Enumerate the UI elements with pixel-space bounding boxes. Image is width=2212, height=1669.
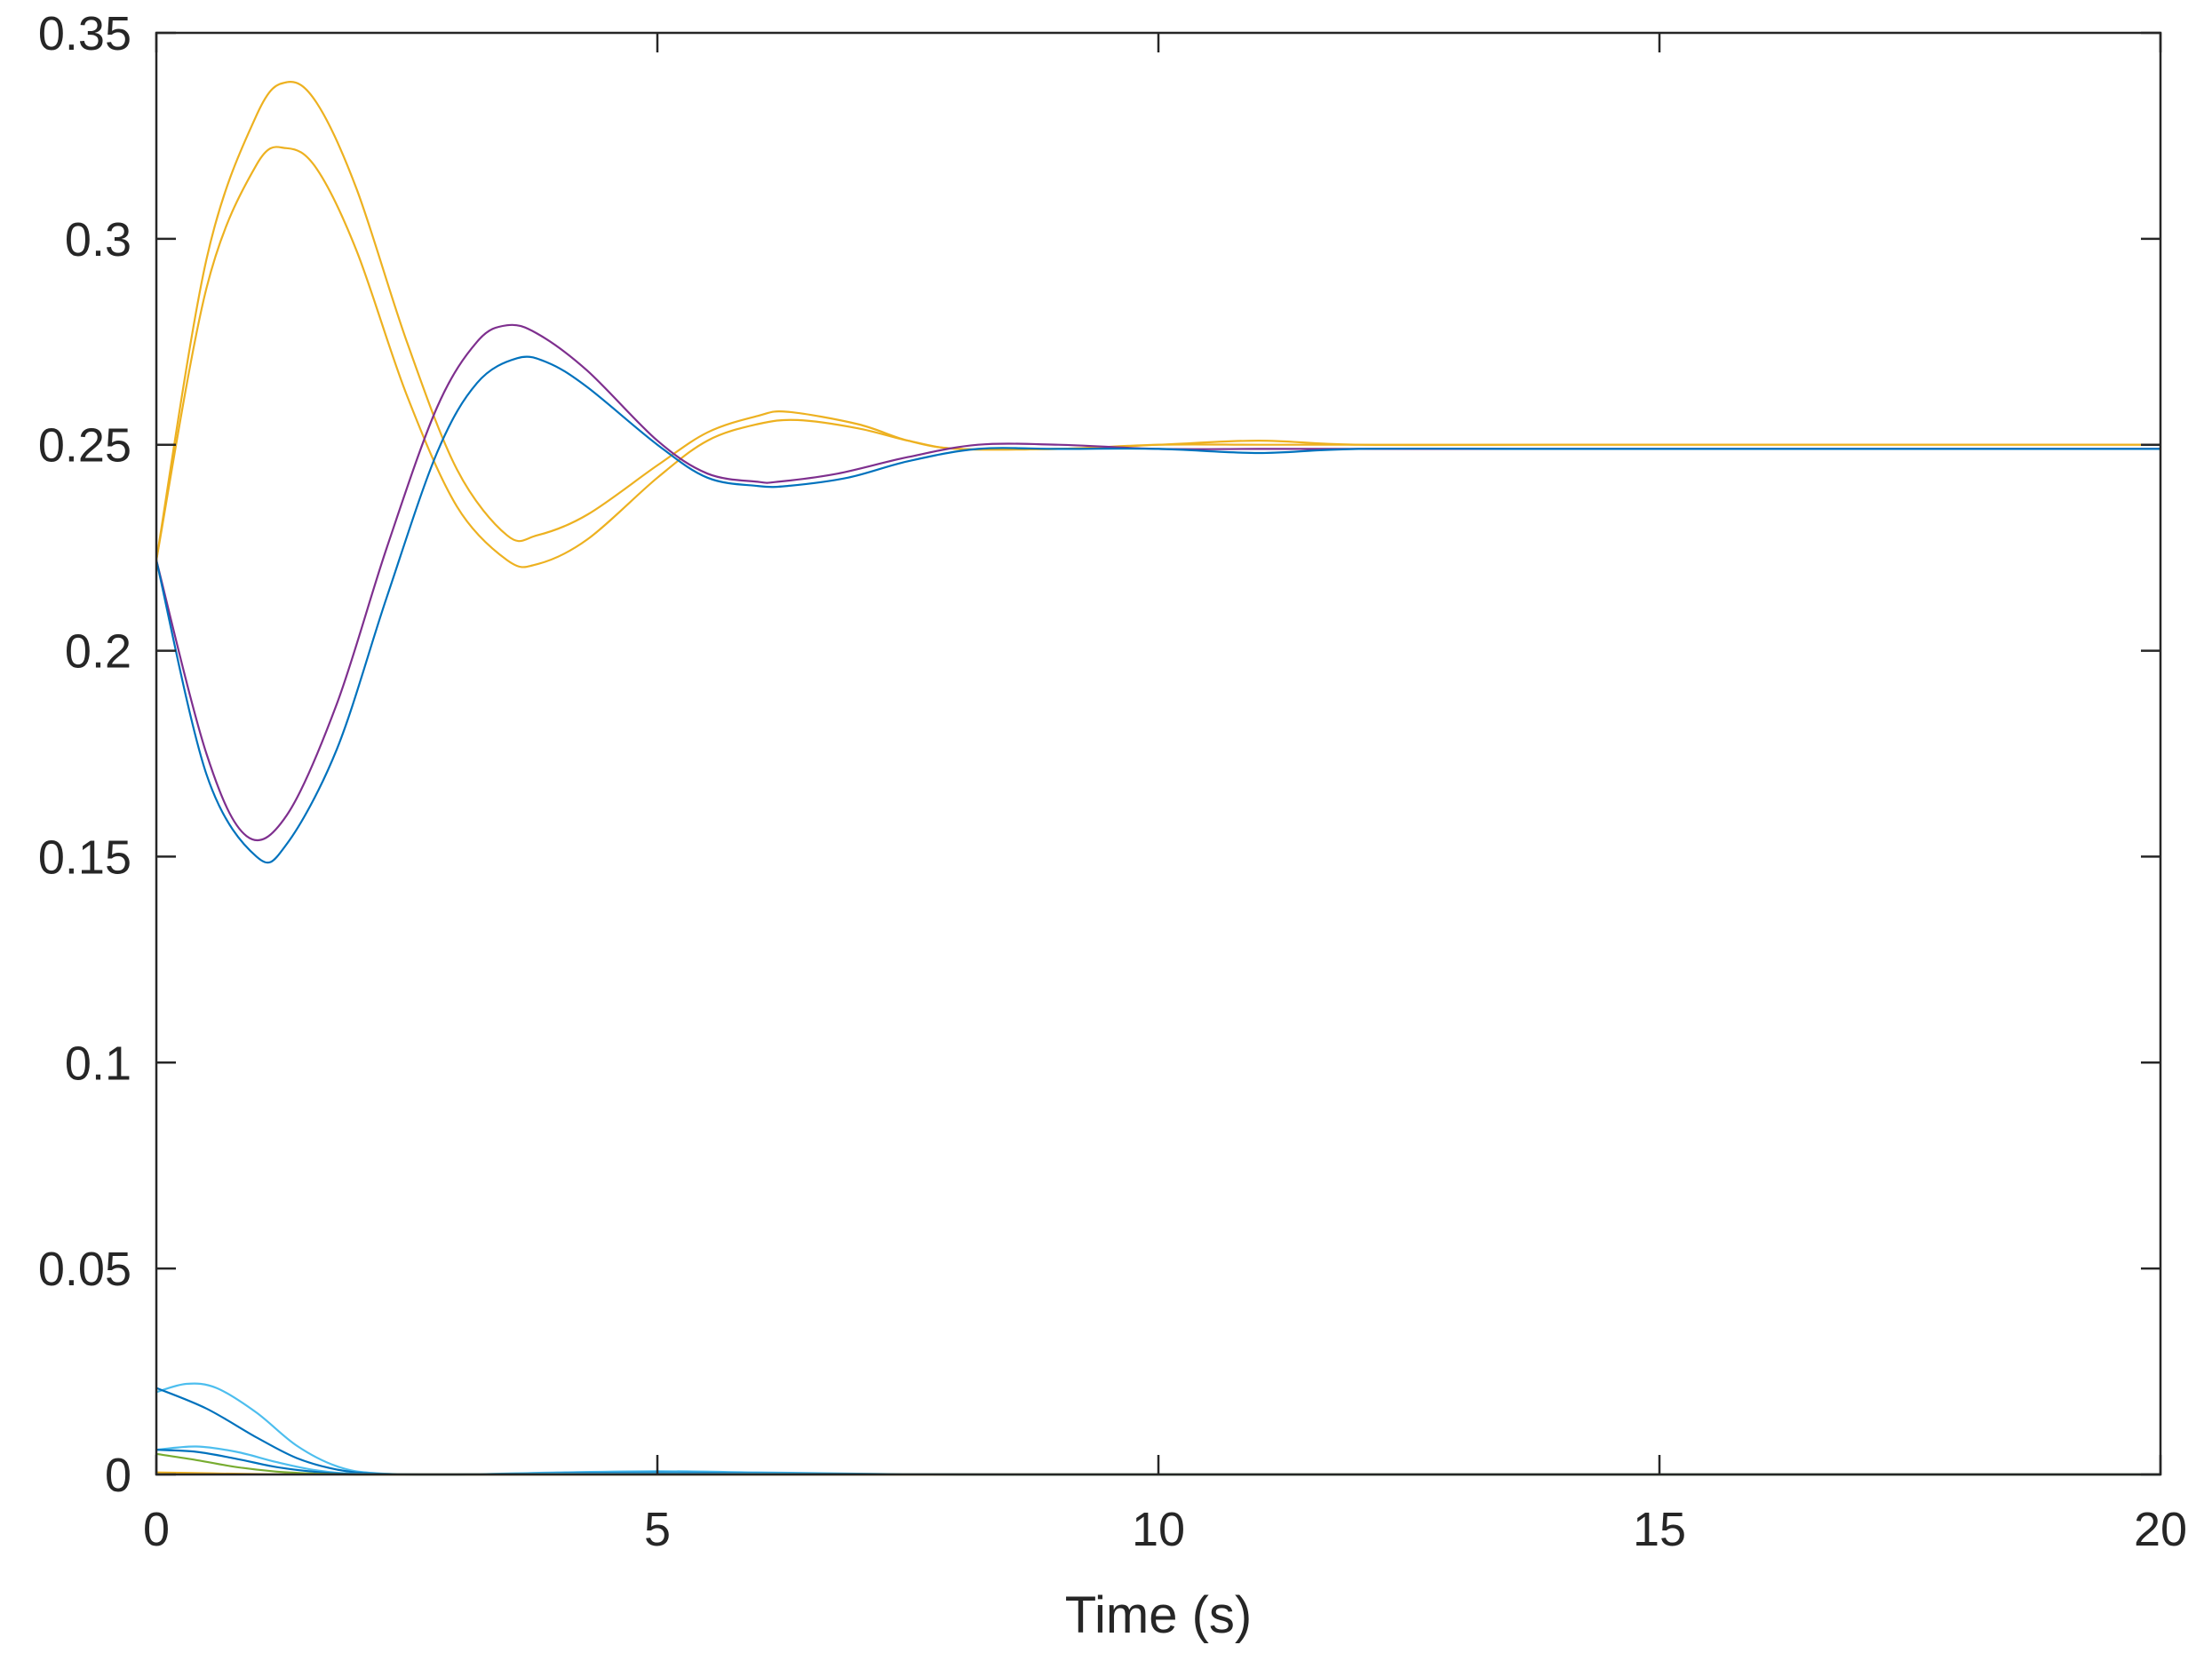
plot-background <box>156 33 2160 1474</box>
y-tick-label: 0.05 <box>38 1243 131 1296</box>
y-tick-label: 0.1 <box>65 1037 131 1090</box>
x-tick-label: 10 <box>1132 1503 1185 1556</box>
y-tick-label: 0 <box>105 1449 131 1502</box>
x-tick-label: 15 <box>1633 1503 1686 1556</box>
y-tick-label: 0.3 <box>65 213 131 266</box>
x-tick-label: 20 <box>2134 1503 2187 1556</box>
x-tick-labels: 0 5 10 15 20 <box>143 1503 2187 1556</box>
y-tick-label: 0.15 <box>38 831 131 884</box>
axes-box <box>155 31 2162 1476</box>
x-axis-label: Time (s) <box>1065 1586 1252 1644</box>
y-tick-label: 0.25 <box>38 419 131 473</box>
x-tick-label: 0 <box>143 1503 170 1556</box>
y-tick-labels: 0 0.05 0.1 0.15 0.2 0.25 0.3 0.35 <box>38 7 131 1502</box>
series-line-orange-lower <box>155 146 2160 568</box>
x-tick-label: 5 <box>644 1503 671 1556</box>
series-line-blue <box>155 355 2160 864</box>
y-tick-label: 0.2 <box>65 625 131 679</box>
y-tick-label: 0.35 <box>38 7 131 60</box>
